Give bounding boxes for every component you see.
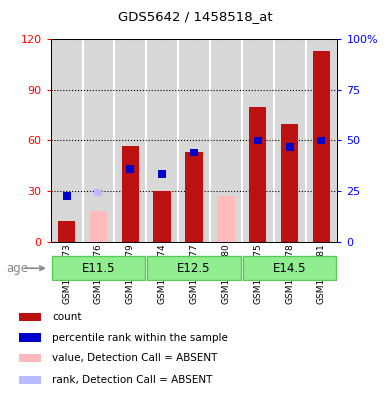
Text: value, Detection Call = ABSENT: value, Detection Call = ABSENT [52,353,217,364]
Bar [317,137,325,144]
Text: GDS5642 / 1458518_at: GDS5642 / 1458518_at [118,10,272,23]
Bar [242,39,274,242]
Bar [158,171,166,178]
Bar [210,39,242,242]
Bar [94,189,103,196]
Text: count: count [52,312,82,322]
Bar [313,51,330,242]
Text: age: age [6,262,28,275]
Bar [114,39,146,242]
Bar [217,196,235,242]
Bar [126,165,134,173]
Bar [285,143,294,151]
Text: percentile rank within the sample: percentile rank within the sample [52,332,228,343]
Bar [19,376,41,384]
Bar [190,149,198,156]
Bar [19,313,41,321]
Bar [254,137,262,144]
Text: E12.5: E12.5 [177,262,211,275]
Bar [274,39,305,242]
Bar [178,39,210,242]
Bar [146,39,178,242]
Bar [305,39,337,242]
Bar [58,221,75,242]
Bar [19,354,41,362]
Bar [281,124,298,242]
Bar [153,191,171,242]
Bar [63,192,71,200]
Bar [249,107,266,242]
Bar [185,152,203,242]
Bar [90,211,107,242]
Bar [51,39,83,242]
Text: E14.5: E14.5 [273,262,306,275]
Text: E11.5: E11.5 [82,262,115,275]
Bar [83,39,114,242]
Text: rank, Detection Call = ABSENT: rank, Detection Call = ABSENT [52,375,213,385]
FancyBboxPatch shape [243,257,337,280]
FancyBboxPatch shape [147,257,241,280]
Bar [19,334,41,342]
FancyBboxPatch shape [51,257,145,280]
Bar [122,145,139,242]
